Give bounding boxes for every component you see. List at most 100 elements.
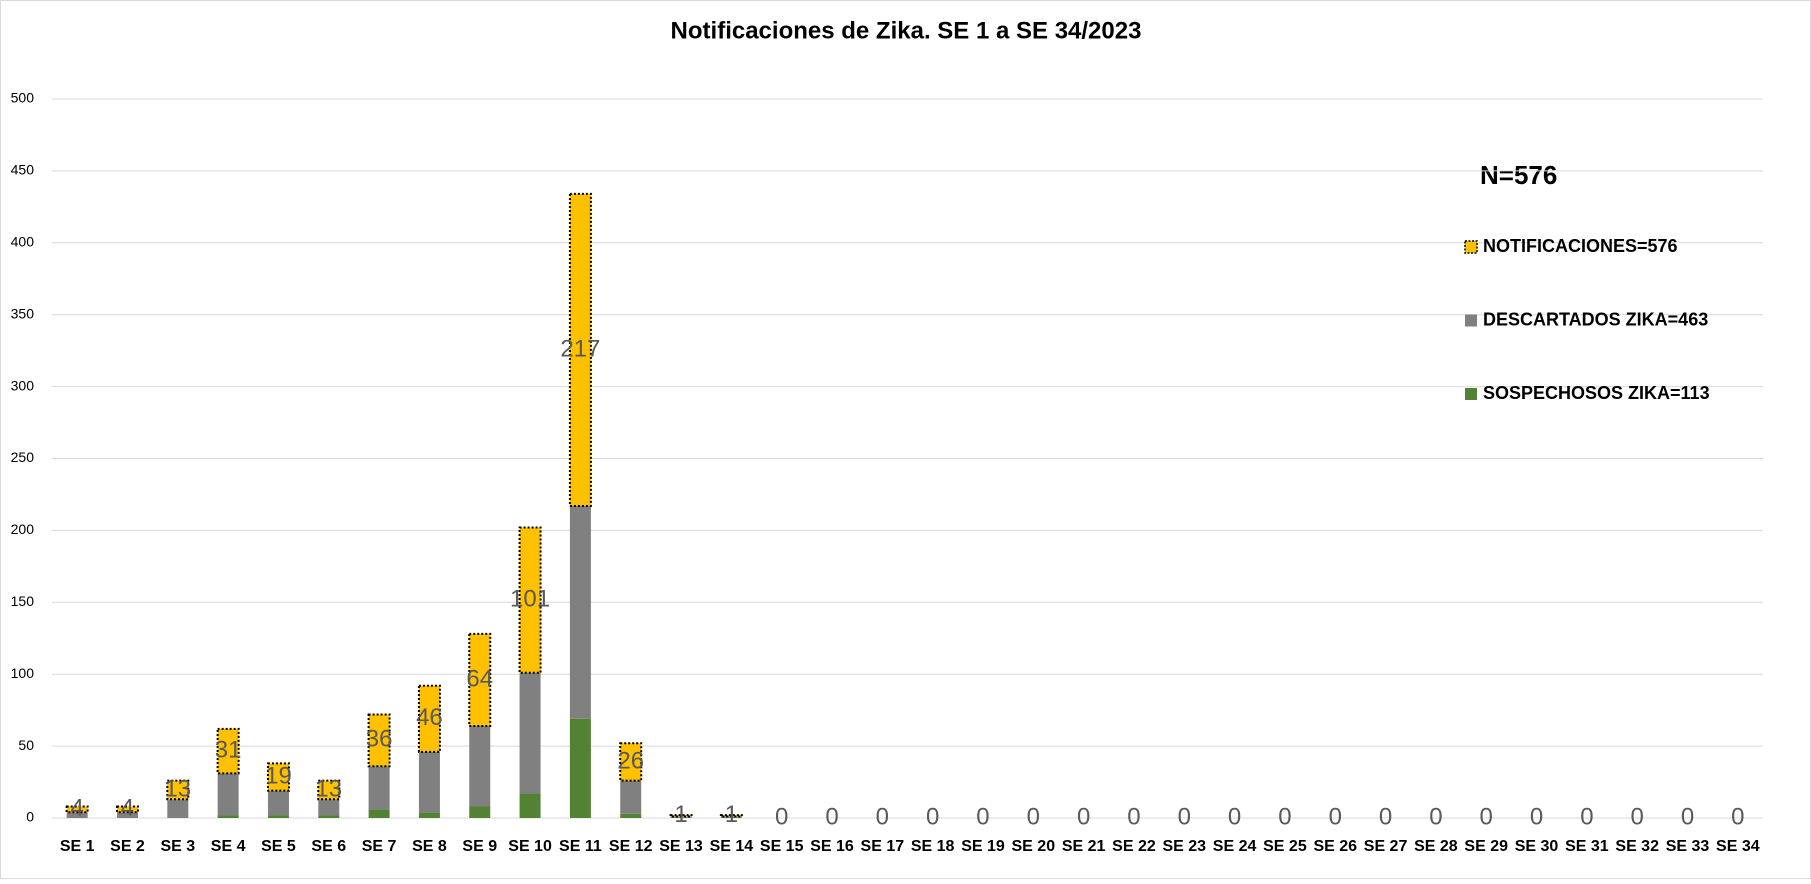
data-label: 0: [1429, 803, 1442, 830]
bar-segment: [568, 192, 592, 507]
bar-segment: [418, 812, 440, 818]
bar-segment: [318, 799, 340, 816]
x-tick-label: SE 17: [861, 838, 905, 855]
bar-segment: [569, 505, 591, 719]
data-label: 0: [1379, 803, 1392, 830]
x-tick-label: SE 2: [110, 838, 145, 855]
bar-segment: [418, 751, 440, 813]
bar-segment: [267, 815, 289, 818]
data-label: 13: [164, 775, 191, 802]
y-tick-label: 200: [11, 521, 35, 537]
y-tick-label: 150: [11, 593, 35, 609]
data-label: 1: [725, 801, 738, 828]
x-tick-label: SE 11: [559, 838, 602, 855]
legend-swatch: [1465, 314, 1477, 327]
x-tick-label: SE 15: [760, 838, 804, 855]
bar-segment: [318, 815, 340, 818]
data-label: 0: [1631, 803, 1644, 830]
bar-segment: [217, 773, 239, 816]
data-label: 4: [70, 795, 83, 822]
data-label: 0: [1278, 803, 1291, 830]
x-tick-label: SE 31: [1565, 838, 1609, 855]
bar-segment: [519, 793, 541, 818]
bar-segment: [569, 718, 591, 818]
x-tick-label: SE 27: [1364, 838, 1408, 855]
x-tick-label: SE 30: [1515, 838, 1559, 855]
data-label: 0: [1077, 803, 1090, 830]
bar-segment: [66, 812, 88, 818]
data-label: 0: [1178, 803, 1191, 830]
x-tick-label: SE 5: [261, 838, 296, 855]
x-tick-label: SE 16: [810, 838, 854, 855]
x-tick-label: SE 21: [1062, 838, 1106, 855]
data-label: 46: [416, 704, 443, 731]
x-tick-label: SE 7: [362, 838, 397, 855]
x-tick-label: SE 10: [508, 838, 552, 855]
x-tick-label: SE 26: [1313, 838, 1357, 855]
bar-segment: [116, 812, 138, 818]
legend-swatch: [1464, 240, 1478, 254]
bar-segment: [468, 632, 492, 727]
legend-label: DESCARTADOS ZIKA=463: [1483, 309, 1708, 329]
x-tick-label: SE 6: [311, 838, 346, 855]
y-tick-label: 0: [26, 809, 34, 825]
x-tick-label: SE 29: [1464, 838, 1508, 855]
data-label: 1: [674, 801, 687, 828]
bar-segment: [368, 766, 390, 810]
x-tick-label: SE 34: [1716, 838, 1760, 855]
x-tick-label: SE 24: [1213, 838, 1257, 855]
data-label: 0: [775, 803, 788, 830]
data-label: 0: [1731, 803, 1744, 830]
data-label: 0: [1027, 803, 1040, 830]
bar-segment: [469, 725, 491, 807]
bar-segment: [620, 780, 642, 814]
bar-segment: [216, 727, 240, 775]
bar-segment: [65, 805, 89, 814]
data-label: 4: [121, 795, 134, 822]
x-tick-label: SE 18: [911, 838, 955, 855]
data-label: 31: [215, 736, 242, 763]
data-label: 19: [265, 762, 292, 789]
x-tick-label: SE 4: [211, 838, 246, 855]
bar-segment: [620, 813, 642, 818]
data-label: 64: [466, 665, 493, 692]
data-label: 0: [1681, 803, 1694, 830]
y-tick-label: 300: [11, 377, 35, 393]
data-label: 36: [366, 726, 393, 753]
y-tick-label: 350: [11, 305, 35, 321]
x-tick-label: SE 12: [609, 838, 653, 855]
legend-label: SOSPECHOSOS ZIKA=113: [1483, 383, 1710, 403]
bar-segment: [317, 779, 341, 801]
x-tick-label: SE 20: [1012, 838, 1056, 855]
data-label: 0: [876, 803, 889, 830]
data-label: 0: [1480, 803, 1493, 830]
x-tick-label: SE 9: [462, 838, 497, 855]
data-label: 0: [1580, 803, 1593, 830]
bar-segment: [669, 814, 693, 818]
y-tick-label: 500: [11, 90, 35, 106]
bar-segment: [267, 790, 289, 816]
bar-segment: [619, 742, 643, 782]
bar-segment: [719, 814, 743, 818]
data-label: 0: [1127, 803, 1140, 830]
data-label: 0: [825, 803, 838, 830]
bar-segment: [519, 672, 541, 794]
bar-segment: [367, 713, 391, 768]
bar-segment: [266, 762, 290, 792]
x-tick-label: SE 19: [961, 838, 1005, 855]
bar-segment: [518, 526, 542, 674]
legend-swatch: [1465, 388, 1477, 400]
bar-segment: [368, 809, 390, 818]
bar-segment: [217, 815, 239, 818]
legend-label: NOTIFICACIONES=576: [1483, 236, 1678, 256]
bar-segment: [417, 684, 441, 753]
chart-title: Notificaciones de Zika. SE 1 a SE 34/202…: [671, 17, 1142, 44]
bar-segment: [115, 805, 139, 814]
data-label: 217: [560, 335, 600, 362]
bar-segment: [166, 779, 190, 801]
x-tick-label: SE 33: [1666, 838, 1710, 855]
x-tick-label: SE 25: [1263, 838, 1307, 855]
y-tick-label: 450: [11, 162, 35, 178]
